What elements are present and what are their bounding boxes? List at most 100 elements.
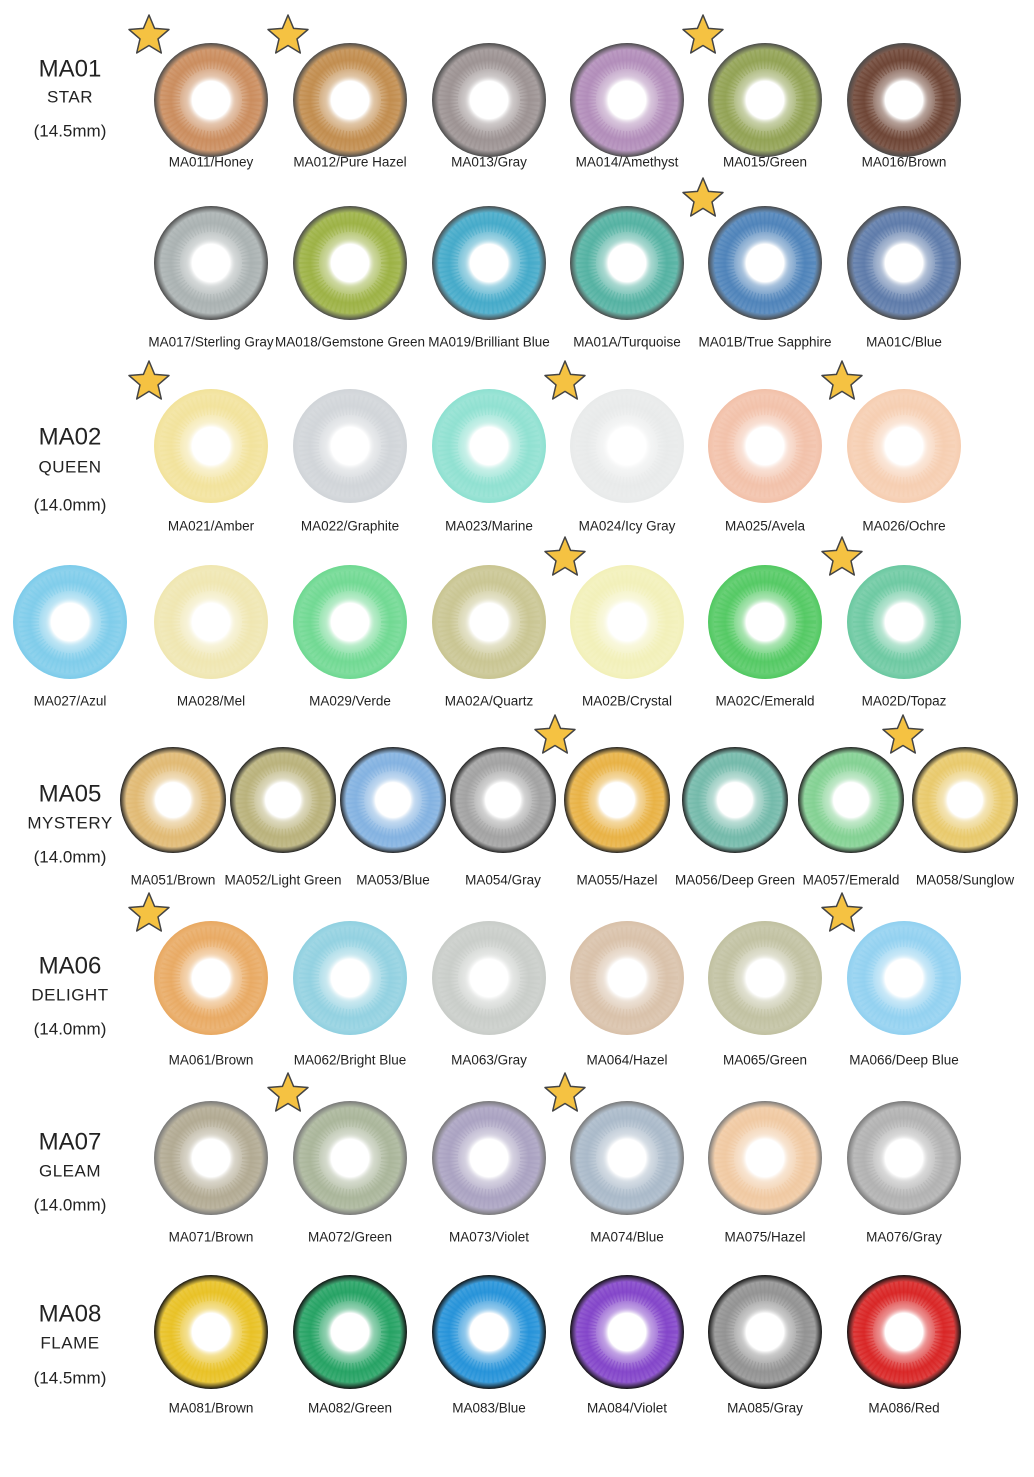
lens-texture bbox=[575, 48, 679, 152]
lens-label: MA085/Gray bbox=[727, 1401, 803, 1416]
lens-label: MA014/Amethyst bbox=[576, 155, 679, 170]
lens-texture bbox=[713, 211, 817, 315]
lens-label: MA081/Brown bbox=[169, 1401, 254, 1416]
lens-label: MA02D/Topaz bbox=[862, 694, 947, 709]
lens-label: MA01A/Turquoise bbox=[573, 335, 681, 350]
lens-label: MA029/Verde bbox=[309, 694, 391, 709]
lens-texture bbox=[713, 570, 817, 674]
lens-label: MA073/Violet bbox=[449, 1230, 529, 1245]
lens-texture bbox=[437, 926, 541, 1030]
series-code: MA05 bbox=[39, 780, 102, 807]
lens-texture bbox=[713, 48, 817, 152]
lens-label: MA076/Gray bbox=[866, 1230, 942, 1245]
lens-label: MA083/Blue bbox=[452, 1401, 526, 1416]
series-code: MA02 bbox=[39, 423, 102, 450]
lens-texture bbox=[852, 48, 956, 152]
lens-texture bbox=[852, 570, 956, 674]
lens-label: MA075/Hazel bbox=[724, 1230, 805, 1245]
series-size: (14.0mm) bbox=[34, 1195, 107, 1214]
lens-texture bbox=[917, 752, 1013, 848]
lens-label: MA02B/Crystal bbox=[582, 694, 672, 709]
star bbox=[534, 714, 576, 754]
lens-texture bbox=[298, 926, 402, 1030]
lens-texture bbox=[713, 394, 817, 498]
lens-label: MA023/Marine bbox=[445, 519, 533, 534]
lens-texture bbox=[575, 570, 679, 674]
series-size: (14.0mm) bbox=[34, 1019, 107, 1038]
star bbox=[821, 360, 863, 400]
star bbox=[267, 1072, 309, 1112]
lens-label: MA026/Ochre bbox=[862, 519, 945, 534]
series-code: MA08 bbox=[39, 1300, 102, 1327]
lens-label: MA052/Light Green bbox=[224, 873, 341, 888]
lens-texture bbox=[713, 926, 817, 1030]
lens-texture bbox=[437, 1280, 541, 1384]
lens-label: MA01C/Blue bbox=[866, 335, 942, 350]
lens-texture bbox=[159, 570, 263, 674]
lens-texture bbox=[345, 752, 441, 848]
lens-label: MA017/Sterling Gray bbox=[148, 335, 274, 350]
lens-label: MA082/Green bbox=[308, 1401, 392, 1416]
lens-texture bbox=[298, 570, 402, 674]
lens-texture bbox=[455, 752, 551, 848]
lens-texture bbox=[159, 926, 263, 1030]
star bbox=[682, 14, 724, 54]
lens-texture bbox=[298, 211, 402, 315]
lens-texture bbox=[852, 926, 956, 1030]
lens-label: MA086/Red bbox=[868, 1401, 939, 1416]
lens-label: MA024/Icy Gray bbox=[579, 519, 676, 534]
series-name: STAR bbox=[47, 87, 93, 106]
lens-texture bbox=[575, 211, 679, 315]
lens-texture bbox=[437, 211, 541, 315]
lens-texture bbox=[298, 1106, 402, 1210]
lens-label: MA021/Amber bbox=[168, 519, 255, 534]
lens-texture bbox=[713, 1106, 817, 1210]
lens-texture bbox=[569, 752, 665, 848]
lens-label: MA02A/Quartz bbox=[445, 694, 534, 709]
star bbox=[544, 360, 586, 400]
lens-label: MA054/Gray bbox=[465, 873, 541, 888]
star bbox=[128, 14, 170, 54]
lens-label: MA066/Deep Blue bbox=[849, 1053, 959, 1068]
lens-texture bbox=[437, 394, 541, 498]
lens-texture bbox=[298, 48, 402, 152]
lens-label: MA01B/True Sapphire bbox=[698, 335, 831, 350]
lens-texture bbox=[18, 570, 122, 674]
lens-texture bbox=[159, 211, 263, 315]
lens-texture bbox=[575, 1106, 679, 1210]
lens-label: MA074/Blue bbox=[590, 1230, 664, 1245]
lens-texture bbox=[575, 394, 679, 498]
series-code: MA07 bbox=[39, 1128, 102, 1155]
lens-label: MA065/Green bbox=[723, 1053, 807, 1068]
lens-label: MA072/Green bbox=[308, 1230, 392, 1245]
lens-label: MA063/Gray bbox=[451, 1053, 527, 1068]
lens-texture bbox=[159, 394, 263, 498]
lens-texture bbox=[159, 48, 263, 152]
star bbox=[821, 892, 863, 932]
lens-label: MA016/Brown bbox=[862, 155, 947, 170]
lens-label: MA057/Emerald bbox=[803, 873, 900, 888]
lens-label: MA011/Honey bbox=[169, 155, 254, 170]
lens-label: MA027/Azul bbox=[34, 694, 107, 709]
lens-label: MA055/Hazel bbox=[576, 873, 657, 888]
lens-label: MA051/Brown bbox=[131, 873, 216, 888]
star bbox=[882, 714, 924, 754]
lens-label: MA062/Bright Blue bbox=[294, 1053, 407, 1068]
lens-texture bbox=[575, 926, 679, 1030]
star bbox=[544, 1072, 586, 1112]
lens-texture bbox=[298, 1280, 402, 1384]
lens-label: MA028/Mel bbox=[177, 694, 245, 709]
lens-label: MA015/Green bbox=[723, 155, 807, 170]
lens-texture bbox=[298, 394, 402, 498]
lens-label: MA019/Brilliant Blue bbox=[428, 335, 550, 350]
series-code: MA01 bbox=[39, 55, 102, 82]
lens-texture bbox=[852, 1106, 956, 1210]
series-code: MA06 bbox=[39, 952, 102, 979]
lens-label: MA071/Brown bbox=[169, 1230, 254, 1245]
series-name: GLEAM bbox=[39, 1161, 101, 1180]
star bbox=[128, 360, 170, 400]
lens-label: MA018/Gemstone Green bbox=[275, 335, 425, 350]
lens-label: MA013/Gray bbox=[451, 155, 527, 170]
